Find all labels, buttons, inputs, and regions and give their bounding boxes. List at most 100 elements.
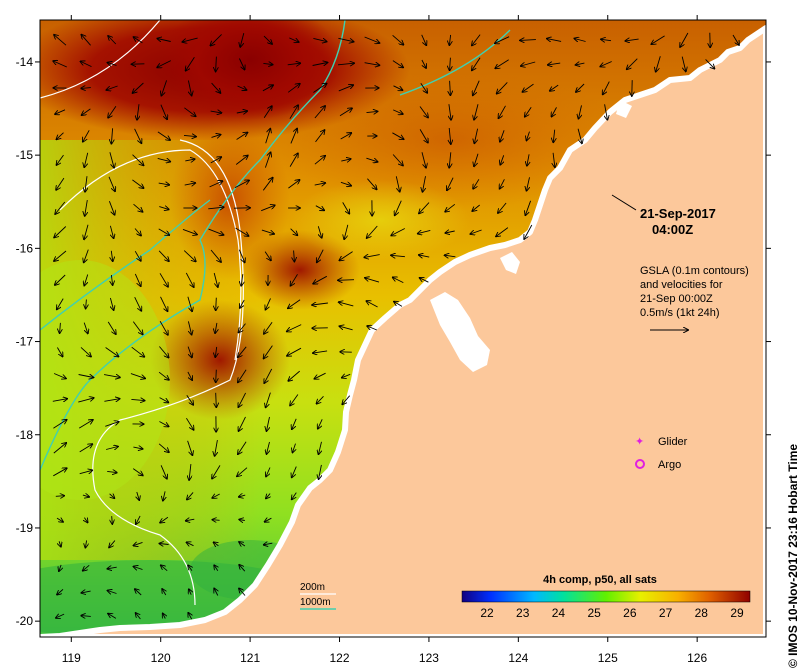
velocity-arrow bbox=[185, 272, 193, 287]
velocity-arrow bbox=[109, 540, 116, 548]
velocity-arrow bbox=[499, 105, 506, 118]
velocity-arrow bbox=[162, 589, 166, 596]
velocity-arrow bbox=[392, 60, 403, 68]
velocity-arrow bbox=[292, 418, 297, 429]
velocity-arrow bbox=[287, 63, 301, 65]
velocity-arrow bbox=[134, 297, 142, 311]
velocity-arrow bbox=[419, 129, 428, 142]
colorbar-tick-label: 27 bbox=[659, 606, 673, 620]
velocity-arrow bbox=[449, 34, 450, 45]
velocity-arrow bbox=[208, 228, 224, 235]
velocity-arrow bbox=[421, 152, 426, 167]
x-tick-label: 121 bbox=[240, 651, 260, 665]
velocity-arrow bbox=[472, 57, 481, 71]
velocity-arrow bbox=[110, 225, 113, 238]
velocity-arrow bbox=[495, 36, 510, 44]
contour-200m bbox=[39, 19, 244, 606]
velocity-arrow bbox=[579, 105, 582, 118]
velocity-arrow bbox=[525, 107, 532, 116]
velocity-arrow bbox=[420, 278, 429, 283]
velocity-arrow bbox=[105, 447, 118, 450]
velocity-arrow bbox=[158, 371, 169, 380]
velocity-arrow bbox=[137, 491, 139, 500]
velocity-arrow bbox=[237, 85, 247, 90]
velocity-arrow bbox=[472, 34, 481, 46]
velocity-arrow bbox=[314, 183, 326, 185]
velocity-arrow bbox=[210, 157, 221, 164]
velocity-arrow bbox=[134, 128, 142, 143]
y-tick-label: -17 bbox=[16, 335, 34, 349]
x-tick-label: 119 bbox=[62, 651, 81, 665]
velocity-arrow bbox=[496, 227, 509, 237]
velocity-arrow bbox=[394, 302, 403, 307]
velocity-arrow bbox=[472, 204, 480, 211]
velocity-arrow bbox=[159, 397, 169, 403]
velocity-arrow bbox=[183, 135, 196, 136]
velocity-arrow bbox=[500, 130, 505, 141]
velocity-arrow bbox=[185, 159, 194, 161]
velocity-arrow bbox=[340, 182, 351, 185]
velocity-arrow bbox=[60, 322, 61, 333]
velocity-arrow bbox=[238, 441, 247, 454]
velocity-arrow bbox=[187, 371, 192, 380]
velocity-arrow bbox=[339, 302, 354, 307]
velocity-arrow bbox=[83, 130, 90, 141]
velocity-arrow bbox=[419, 106, 428, 118]
velocity-arrow bbox=[239, 589, 246, 596]
velocity-arrow bbox=[187, 346, 192, 358]
velocity-arrow bbox=[135, 589, 142, 596]
x-tick-label: 120 bbox=[151, 651, 171, 665]
velocity-arrow bbox=[288, 370, 300, 381]
velocity-arrow bbox=[157, 60, 172, 68]
velocity-arrow bbox=[239, 416, 246, 431]
velocity-arrow bbox=[520, 40, 536, 41]
velocity-arrow bbox=[187, 542, 194, 545]
x-tick-label: 125 bbox=[598, 651, 618, 665]
colorbar-scale bbox=[461, 590, 751, 603]
velocity-arrow bbox=[109, 152, 114, 167]
velocity-arrow bbox=[552, 107, 557, 116]
velocity-arrow bbox=[111, 274, 112, 285]
scene-time-annotation: 21-Sep-2017 04:00Z bbox=[611, 194, 716, 237]
velocity-arrow bbox=[419, 202, 430, 214]
velocity-arrow bbox=[601, 39, 612, 40]
velocity-arrow bbox=[108, 106, 117, 117]
x-tick-label: 126 bbox=[687, 651, 707, 665]
map-axes: 119 120 121 122 123 124 125 126 -14 -15 -16 -17 -18 -… bbox=[16, 15, 771, 665]
velocity-arrow bbox=[158, 183, 170, 185]
velocity-arrow bbox=[312, 303, 328, 305]
glider-label: Glider bbox=[658, 436, 688, 448]
velocity-arrow bbox=[262, 85, 273, 92]
velocity-arrow bbox=[651, 35, 665, 44]
velocity-arrow bbox=[293, 443, 296, 453]
velocity-arrow bbox=[367, 178, 376, 190]
velocity-arrow bbox=[160, 296, 168, 311]
velocity-arrow bbox=[59, 564, 61, 571]
x-tick-label: 124 bbox=[508, 651, 528, 665]
velocity-arrow bbox=[447, 177, 454, 191]
velocity-arrow bbox=[81, 88, 91, 89]
velocity-arrow bbox=[577, 128, 582, 144]
velocity-arrow bbox=[215, 346, 216, 357]
velocity-arrow bbox=[264, 321, 273, 334]
velocity-arrow bbox=[108, 201, 114, 215]
velocity-arrow bbox=[235, 156, 248, 165]
velocity-arrow bbox=[338, 280, 355, 281]
velocity-arrow bbox=[553, 129, 554, 143]
velocity-arrow bbox=[53, 468, 66, 477]
velocity-arrow bbox=[287, 84, 300, 93]
velocity-arrow bbox=[186, 519, 195, 521]
velocity-arrow bbox=[56, 177, 65, 190]
depth-contour-legend: 200m 1000m bbox=[300, 582, 336, 610]
velocity-arrow bbox=[213, 272, 218, 287]
velocity-arrow bbox=[288, 180, 299, 189]
velocity-arrow bbox=[210, 111, 222, 113]
velocity-arrow bbox=[366, 111, 378, 112]
velocity-arrow bbox=[104, 399, 119, 402]
colorbar-title: 4h comp, p50, all sats bbox=[543, 574, 657, 586]
velocity-arrow bbox=[342, 395, 351, 405]
gsla-line-4: 0.5m/s (1kt 24h) bbox=[640, 307, 719, 319]
velocity-arrow bbox=[85, 540, 86, 547]
velocity-arrow bbox=[265, 518, 272, 522]
velocity-arrow bbox=[55, 109, 66, 114]
